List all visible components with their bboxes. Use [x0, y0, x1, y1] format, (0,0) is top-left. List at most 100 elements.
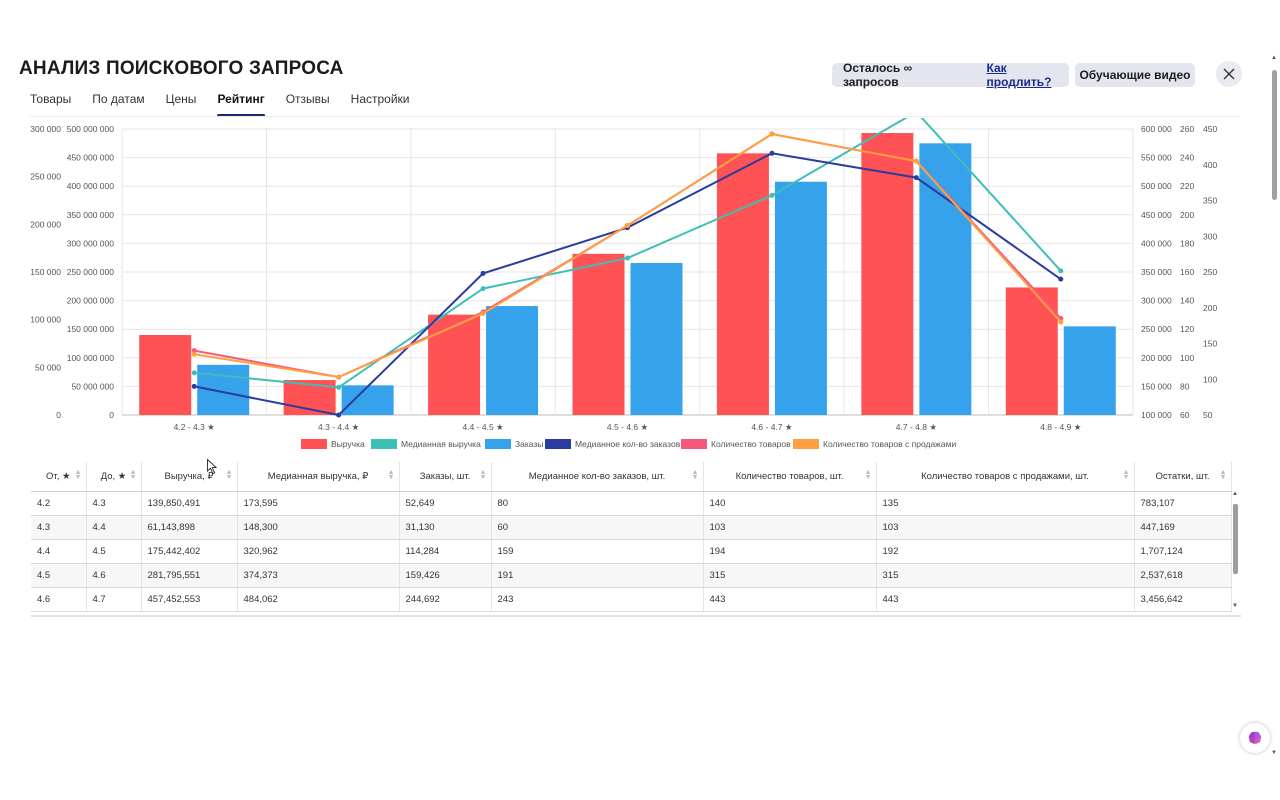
- page-scrollbar[interactable]: ▲ ▼: [1270, 55, 1278, 800]
- table-scrollbar[interactable]: ▲ ▼: [1232, 491, 1240, 609]
- sort-icon[interactable]: ▲ ▼: [479, 469, 487, 481]
- table-cell: 103: [876, 515, 1135, 540]
- table-cell: 80: [491, 491, 704, 516]
- bar: [341, 385, 394, 415]
- remaining-requests-label: Осталось ∞ запросов: [843, 61, 913, 89]
- rating-table: От, ★ ▲ ▼ До, ★ ▲ ▼ Выручка, ₽ ▲ ▼ Медианная выру…: [31, 462, 1241, 617]
- column-header-label: От, ★: [46, 471, 71, 482]
- axis-tick-label: 160: [1180, 267, 1194, 277]
- page-scroll-thumb[interactable]: [1272, 70, 1277, 200]
- axis-tick-label: 300: [1203, 231, 1217, 241]
- table-cell: 4.3: [86, 491, 142, 516]
- category-label: 4.4 - 4.5 ★: [462, 422, 504, 432]
- table-row[interactable]: 4.3 4.4 61,143,898 148,300 31,130 60 103 103 447…: [31, 515, 1232, 540]
- requests-info: Осталось ∞ запросов Как продлить?: [832, 61, 1069, 89]
- table-cell: 443: [876, 587, 1135, 612]
- sort-icon[interactable]: ▲ ▼: [1122, 469, 1130, 481]
- table-cell: 484,062: [237, 587, 400, 612]
- column-header[interactable]: Заказы, шт. ▲ ▼: [399, 462, 492, 492]
- bar: [572, 253, 625, 415]
- axis-tick-label: 500 000 000: [67, 124, 115, 134]
- table-cell: 31,130: [399, 515, 492, 540]
- table-row[interactable]: 4.6 4.7 457,452,553 484,062 244,692 243 443 443…: [31, 587, 1232, 612]
- tab-5[interactable]: Настройки: [350, 92, 410, 106]
- scroll-down-icon[interactable]: ▼: [1232, 603, 1238, 609]
- axis-tick-label: 300 000 000: [67, 238, 115, 248]
- tab-4[interactable]: Отзывы: [285, 92, 330, 106]
- sort-icon[interactable]: ▲ ▼: [691, 469, 699, 481]
- data-point: [913, 158, 919, 164]
- extension-button[interactable]: [1240, 723, 1270, 753]
- axis-tick-label: 150 000: [30, 267, 61, 277]
- category-label: 4.2 - 4.3 ★: [174, 422, 216, 432]
- legend-swatch: [301, 439, 327, 449]
- sort-icon[interactable]: ▲ ▼: [225, 469, 233, 481]
- data-point: [480, 310, 486, 316]
- table-row[interactable]: 4.2 4.3 139,850,491 173,595 52,649 80 140 135 78…: [31, 491, 1232, 516]
- axis-tick-label: 50 000 000: [71, 381, 114, 391]
- page-title: АНАЛИЗ ПОИСКОВОГО ЗАПРОСА: [19, 58, 344, 79]
- axis-tick-label: 260: [1180, 124, 1194, 134]
- sort-icon[interactable]: ▲ ▼: [1219, 469, 1227, 481]
- table-cell: 191: [491, 563, 704, 588]
- column-header-label: До, ★: [100, 471, 127, 482]
- tab-1[interactable]: По датам: [92, 92, 145, 106]
- legend-label: Количество товаров с продажами: [823, 439, 956, 449]
- column-header[interactable]: Количество товаров с продажами, шт. ▲ ▼: [876, 462, 1135, 492]
- column-header[interactable]: До, ★ ▲ ▼: [86, 462, 142, 492]
- axis-tick-label: 250 000: [1141, 324, 1172, 334]
- data-point: [191, 348, 197, 354]
- page-scroll-down-icon[interactable]: ▼: [1271, 750, 1277, 756]
- column-header[interactable]: Медианное кол-во заказов, шт. ▲ ▼: [491, 462, 704, 492]
- tab-0[interactable]: Товары: [30, 92, 72, 106]
- tab-2[interactable]: Цены: [165, 92, 197, 106]
- data-point: [191, 370, 197, 376]
- sort-icon[interactable]: ▲ ▼: [387, 469, 395, 481]
- mouse-cursor-icon: [207, 459, 217, 475]
- axis-tick-label: 200 000: [1141, 353, 1172, 363]
- table-cell: 4.4: [86, 515, 142, 540]
- column-header[interactable]: Медианная выручка, ₽ ▲ ▼: [237, 462, 400, 492]
- tab-3[interactable]: Рейтинг: [217, 91, 265, 117]
- table-row[interactable]: 4.5 4.6 281,795,551 374,373 159,426 191 315 315…: [31, 563, 1232, 588]
- tutorial-video-button[interactable]: Обучающие видео: [1075, 63, 1195, 87]
- data-point: [480, 286, 486, 292]
- data-point: [913, 175, 919, 181]
- column-header[interactable]: Выручка, ₽ ▲ ▼: [141, 462, 238, 492]
- table-cell: 457,452,553: [141, 587, 238, 612]
- data-point: [769, 150, 775, 156]
- close-button[interactable]: [1216, 61, 1242, 87]
- sort-icon[interactable]: ▲ ▼: [129, 469, 137, 481]
- table-cell: 4.7: [86, 587, 142, 612]
- page-scroll-up-icon[interactable]: ▲: [1271, 55, 1277, 61]
- legend-swatch: [485, 439, 511, 449]
- table-cell: 173,595: [237, 491, 400, 516]
- axis-tick-label: 150 000 000: [67, 324, 115, 334]
- bar: [630, 263, 683, 415]
- renew-link[interactable]: Как продлить?: [986, 61, 1052, 89]
- bar: [716, 153, 769, 415]
- column-header[interactable]: От, ★ ▲ ▼: [31, 462, 87, 492]
- column-header-label: Количество товаров, шт.: [735, 471, 844, 482]
- column-header[interactable]: Количество товаров, шт. ▲ ▼: [703, 462, 877, 492]
- axis-tick-label: 250: [1203, 267, 1217, 277]
- data-point: [769, 192, 775, 198]
- table-cell: 4.4: [31, 539, 87, 564]
- bar: [486, 306, 539, 415]
- sort-icon[interactable]: ▲ ▼: [864, 469, 872, 481]
- sort-icon[interactable]: ▲ ▼: [74, 469, 82, 481]
- scroll-up-icon[interactable]: ▲: [1232, 491, 1238, 497]
- table-cell: 4.2: [31, 491, 87, 516]
- data-point: [1058, 268, 1064, 274]
- legend-label: Выручка: [331, 439, 365, 449]
- table-cell: 52,649: [399, 491, 492, 516]
- legend-label: Медианное кол-во заказов: [575, 439, 681, 449]
- axis-tick-label: 350 000: [1141, 267, 1172, 277]
- data-point: [336, 412, 342, 418]
- brain-icon: [1248, 731, 1262, 744]
- table-scroll-thumb[interactable]: [1233, 504, 1238, 574]
- axis-tick-label: 100 000: [1141, 410, 1172, 420]
- table-cell: 1,707,124: [1134, 539, 1232, 564]
- table-row[interactable]: 4.4 4.5 175,442,402 320,962 114,284 159 194 192…: [31, 539, 1232, 564]
- column-header[interactable]: Остатки, шт. ▲ ▼: [1134, 462, 1232, 492]
